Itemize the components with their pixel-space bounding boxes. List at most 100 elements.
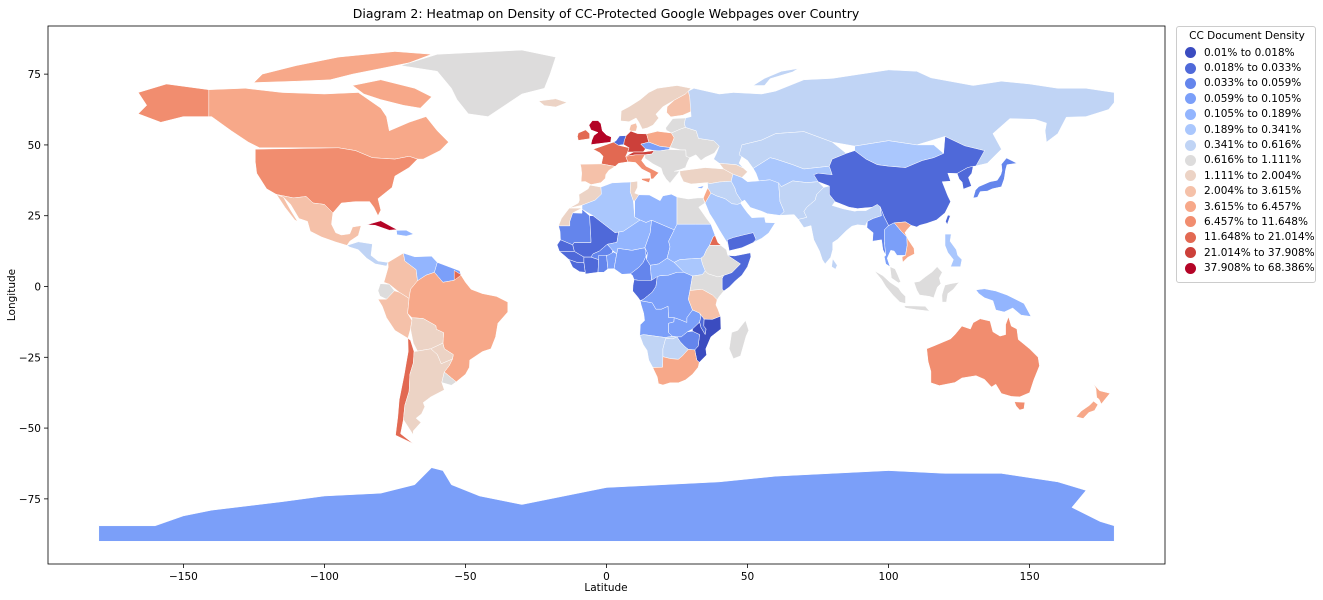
country-antarctica: [98, 467, 1115, 542]
country-ghana: [597, 255, 609, 273]
legend-label: 0.033% to 0.059%: [1204, 77, 1302, 90]
legend-label: 21.014% to 37.908%: [1204, 246, 1315, 259]
legend-label: 1.111% to 2.004%: [1204, 169, 1302, 182]
y-tick-label: −75: [19, 494, 41, 506]
legend-label: 3.615% to 6.457%: [1204, 200, 1302, 213]
x-axis-ticks: −150 −100 −50 0 50 100 150: [169, 564, 1040, 583]
country-scandinavia: [620, 85, 692, 130]
y-tick-label: 0: [34, 282, 41, 294]
country-iceland: [538, 98, 568, 108]
country-united-kingdom: [588, 120, 612, 145]
legend-label: 0.018% to 0.033%: [1204, 62, 1302, 75]
legend-label: 6.457% to 11.648%: [1204, 215, 1308, 228]
x-tick-label: −150: [169, 571, 198, 583]
country-polygons: [98, 49, 1115, 542]
legend-color-dot: [1185, 216, 1196, 228]
country-caucasus: [719, 163, 748, 178]
country-baffin-island: [352, 79, 432, 109]
legend-label: 0.105% to 0.189%: [1204, 108, 1302, 121]
country-new-zealand-south: [1075, 400, 1099, 419]
legend-color-dot: [1185, 231, 1196, 243]
legend-color-dot: [1185, 124, 1196, 136]
country-denmark: [629, 122, 638, 132]
chart-title: Diagram 2: Heatmap on Density of CC-Prot…: [353, 6, 860, 21]
country-novaya-zemlya: [752, 68, 799, 86]
legend-entry: 6.457% to 11.648%: [1185, 214, 1309, 229]
country-canada: [208, 88, 449, 160]
country-hispaniola: [396, 229, 414, 237]
country-sumatra: [874, 270, 906, 304]
country-australia: [926, 316, 1040, 398]
country-baja-california: [276, 194, 298, 222]
x-tick-label: 150: [1020, 571, 1040, 583]
x-axis-label: Latitude: [584, 582, 627, 594]
legend-entry: 0.033% to 0.059%: [1185, 76, 1309, 91]
country-sulawesi: [941, 282, 960, 303]
country-iberia: [580, 163, 616, 185]
y-axis-label: Longitude: [6, 269, 18, 321]
country-senegal: [556, 239, 575, 252]
legend-label: 0.616% to 1.111%: [1204, 154, 1302, 167]
legend-color-dot: [1185, 154, 1196, 166]
country-japan: [972, 157, 1018, 199]
legend-items: 0.01% to 0.018% 0.018% to 0.033% 0.033% to…: [1185, 45, 1315, 276]
country-mauritania: [558, 208, 592, 246]
country-new-zealand-north: [1093, 383, 1111, 405]
country-philippines: [944, 233, 963, 267]
x-tick-label: −100: [310, 571, 339, 583]
country-uruguay: [441, 371, 457, 386]
x-tick-label: 50: [741, 571, 754, 583]
country-china: [813, 136, 985, 228]
country-argentina: [403, 348, 453, 436]
x-tick-label: 100: [879, 571, 899, 583]
legend-color-dot: [1185, 108, 1196, 120]
legend-label: 11.648% to 21.014%: [1204, 231, 1315, 244]
country-cuba: [366, 220, 398, 231]
country-java: [903, 305, 930, 312]
legend-color-dot: [1185, 247, 1196, 259]
country-vietnam: [893, 221, 915, 263]
x-tick-label: −50: [454, 571, 476, 583]
legend: CC Document Density 0.01% to 0.018% 0.018…: [1176, 26, 1316, 283]
country-peru: [377, 290, 413, 339]
country-sri-lanka: [831, 258, 838, 270]
legend-entry: 0.018% to 0.033%: [1185, 60, 1309, 75]
legend-entry: 0.059% to 0.105%: [1185, 91, 1309, 106]
legend-label: 2.004% to 3.615%: [1204, 185, 1302, 198]
legend-color-dot: [1185, 139, 1196, 151]
legend-entry: 0.341% to 0.616%: [1185, 137, 1309, 152]
legend-color-dot: [1185, 201, 1196, 213]
country-italy: [625, 154, 659, 180]
legend-color-dot: [1185, 185, 1196, 197]
y-tick-label: −50: [19, 423, 41, 435]
legend-entry: 37.908% to 68.386%: [1185, 260, 1315, 275]
legend-entry: 21.014% to 37.908%: [1185, 245, 1315, 260]
country-malay-peninsula: [889, 266, 901, 284]
country-greenland: [400, 49, 556, 117]
y-tick-label: 75: [28, 69, 41, 81]
country-korea: [956, 165, 974, 190]
country-new-guinea: [975, 288, 1032, 317]
country-cyprus: [697, 185, 705, 189]
y-axis-ticks: 75 50 25 0 −25 −50 −75: [19, 69, 48, 506]
country-borneo: [913, 266, 943, 299]
legend-color-dot: [1185, 47, 1196, 59]
legend-entry: 0.105% to 0.189%: [1185, 107, 1309, 122]
country-ireland: [577, 129, 590, 141]
legend-color-dot: [1185, 62, 1196, 74]
country-sicily-sardinia: [641, 177, 651, 183]
legend-label: 0.189% to 0.341%: [1204, 123, 1302, 136]
country-mexico: [276, 194, 362, 246]
country-balkans: [644, 149, 690, 184]
x-tick-label: 0: [603, 571, 610, 583]
country-ivory-coast: [583, 256, 599, 275]
country-cameroon: [630, 247, 652, 281]
y-tick-label: 50: [28, 140, 41, 152]
country-arabia: [704, 192, 776, 252]
legend-entry: 0.189% to 0.341%: [1185, 122, 1309, 137]
y-tick-label: −25: [19, 352, 41, 364]
legend-entry: 0.616% to 1.111%: [1185, 153, 1309, 168]
country-yemen: [726, 232, 757, 252]
country-alaska: [138, 83, 210, 123]
